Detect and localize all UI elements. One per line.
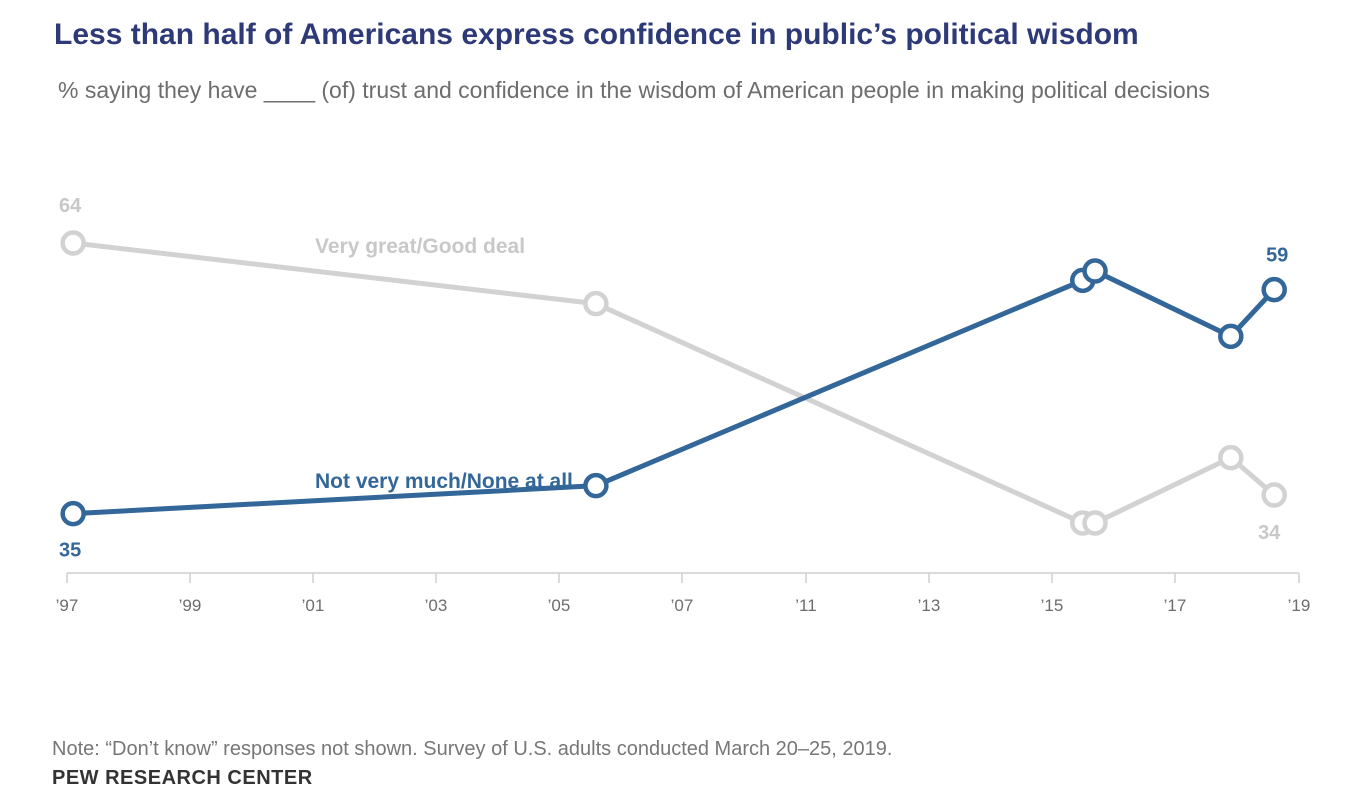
footnote: Note: “Don’t know” responses not shown. … — [52, 738, 893, 760]
source-credit: PEW RESEARCH CENTER — [52, 767, 313, 789]
x-tick-label: ’07 — [671, 596, 694, 615]
data-point — [1218, 444, 1244, 471]
data-label: 35 — [59, 540, 81, 562]
x-tick-label: ’11 — [795, 596, 816, 615]
data-label: 34 — [1258, 522, 1281, 544]
series-label: Very great/Good deal — [315, 235, 525, 258]
x-tick-label: ’17 — [1164, 596, 1187, 615]
x-tick-label: ’01 — [302, 596, 325, 615]
data-label: 59 — [1266, 245, 1288, 267]
data-point — [60, 230, 86, 256]
x-tick-label: ’13 — [918, 596, 941, 615]
x-tick-label: ’03 — [425, 596, 448, 615]
x-tick-label: ’97 — [56, 596, 79, 615]
series-label: Not very much/None at all — [315, 470, 573, 493]
data-point — [1082, 258, 1108, 284]
data-point — [583, 290, 609, 317]
chart-title: Less than half of Americans express conf… — [54, 18, 1139, 51]
data-point — [60, 500, 86, 527]
data-point — [1261, 276, 1287, 303]
chart-subtitle: % saying they have ____ (of) trust and c… — [58, 77, 1210, 103]
data-point — [1261, 482, 1287, 508]
data-point — [1218, 323, 1244, 350]
x-tick-label: ’05 — [548, 596, 571, 615]
series-line — [70, 268, 1277, 517]
data-point — [583, 472, 609, 499]
x-tick-label: ’99 — [179, 596, 202, 615]
x-tick-label: ’19 — [1288, 596, 1311, 615]
data-point — [1082, 510, 1108, 536]
x-tick-label: ’15 — [1041, 596, 1064, 615]
data-label: 64 — [59, 195, 82, 217]
